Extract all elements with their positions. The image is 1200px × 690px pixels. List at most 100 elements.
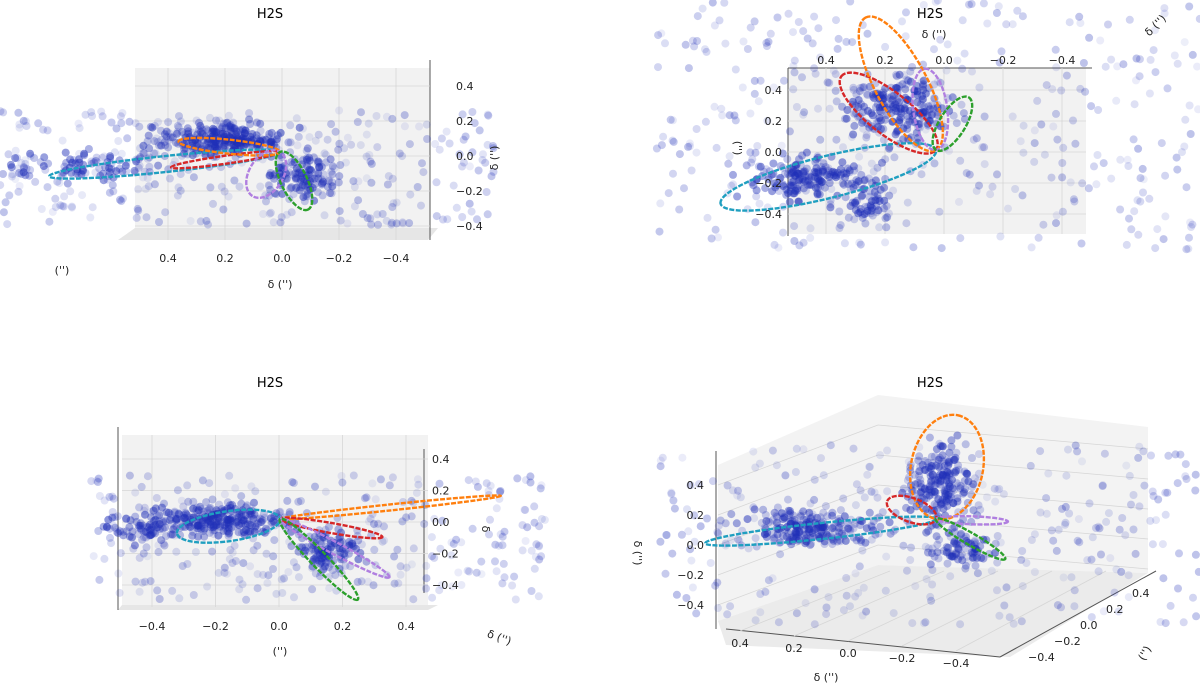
data-point (789, 177, 798, 186)
data-point (799, 445, 808, 454)
data-point (358, 210, 367, 218)
data-point (117, 149, 126, 158)
data-point (681, 40, 690, 49)
data-point (313, 551, 322, 560)
data-point (796, 167, 805, 176)
data-point (976, 542, 985, 551)
data-point (816, 531, 825, 540)
panel-side-view: H2S 0.4 0.2 0.0 −0.2 −0.4 0.4 0.2 0.0 −0.2 −0.4 δ… (0, 0, 600, 345)
data-point (1185, 2, 1194, 11)
data-point (808, 513, 817, 521)
data-point (913, 91, 922, 99)
data-point (819, 159, 828, 168)
data-point (357, 108, 365, 117)
x-tick-label: 0.2 (785, 642, 803, 655)
data-point (19, 116, 28, 125)
data-point (296, 178, 305, 187)
data-point (1058, 173, 1067, 182)
data-point (821, 523, 829, 532)
data-point (311, 553, 320, 562)
data-point (3, 220, 12, 229)
data-point (954, 481, 963, 490)
data-point (855, 87, 864, 96)
data-point (915, 467, 924, 476)
data-point (682, 594, 691, 602)
data-point (1094, 106, 1103, 114)
data-point (40, 153, 49, 162)
data-point (1057, 86, 1066, 95)
data-point (459, 135, 468, 144)
data-point (1092, 524, 1100, 532)
data-point (253, 570, 262, 579)
data-point (1139, 175, 1148, 184)
data-point (980, 160, 989, 169)
data-point (231, 136, 240, 145)
data-point (907, 543, 915, 552)
grid-line (877, 544, 1149, 570)
data-point (138, 535, 147, 544)
data-point (1192, 612, 1200, 621)
data-point (791, 468, 800, 476)
data-point (965, 170, 974, 179)
data-point (125, 117, 134, 126)
data-point (178, 127, 187, 136)
data-point (896, 104, 905, 113)
data-point (1078, 457, 1086, 466)
data-point (220, 187, 229, 196)
data-point (157, 536, 166, 545)
data-point (852, 480, 861, 489)
y-axis-label: ('') (731, 141, 744, 156)
data-point (150, 137, 159, 146)
data-point (926, 592, 935, 601)
data-point (484, 486, 493, 495)
data-point (422, 561, 431, 570)
data-point (215, 515, 224, 524)
data-point (756, 608, 765, 617)
data-point (764, 175, 773, 184)
data-point (173, 191, 182, 200)
data-point (656, 537, 665, 546)
data-point (309, 153, 318, 162)
data-point (750, 17, 759, 26)
data-point (102, 522, 111, 531)
data-point (733, 192, 742, 201)
data-point (901, 106, 909, 115)
data-point (407, 560, 416, 569)
data-point (825, 179, 834, 187)
data-point (0, 107, 5, 116)
data-point (849, 162, 858, 171)
data-point (17, 170, 26, 179)
data-point (164, 118, 173, 127)
data-point (952, 448, 961, 457)
data-point (749, 503, 758, 512)
data-point (409, 595, 418, 604)
data-point (800, 167, 809, 176)
data-point (367, 178, 376, 187)
back-pane (122, 435, 428, 605)
data-point (183, 511, 191, 520)
data-point (799, 178, 808, 187)
data-point (197, 522, 206, 531)
data-point (164, 508, 173, 517)
data-point (928, 566, 937, 574)
chart-side-view: H2S 0.4 0.2 0.0 −0.2 −0.40.40.20.0−0.2−0.4 δ… (0, 7, 501, 291)
x-tick-label: −0.2 (326, 252, 353, 265)
data-point (216, 523, 224, 532)
data-point (289, 479, 298, 487)
data-point (99, 169, 108, 178)
data-point (790, 171, 799, 180)
data-point (413, 475, 422, 484)
data-point (780, 513, 789, 522)
data-point (940, 479, 949, 488)
data-point (771, 183, 780, 192)
data-point (1188, 220, 1197, 229)
y-tick-label: −0.4 (755, 208, 782, 221)
data-point (986, 190, 995, 199)
data-point (772, 512, 781, 521)
data-point (303, 144, 312, 153)
data-point (1110, 588, 1119, 597)
data-point (736, 493, 745, 502)
data-point (484, 111, 493, 120)
data-point (956, 531, 965, 540)
grid-line (793, 570, 945, 637)
